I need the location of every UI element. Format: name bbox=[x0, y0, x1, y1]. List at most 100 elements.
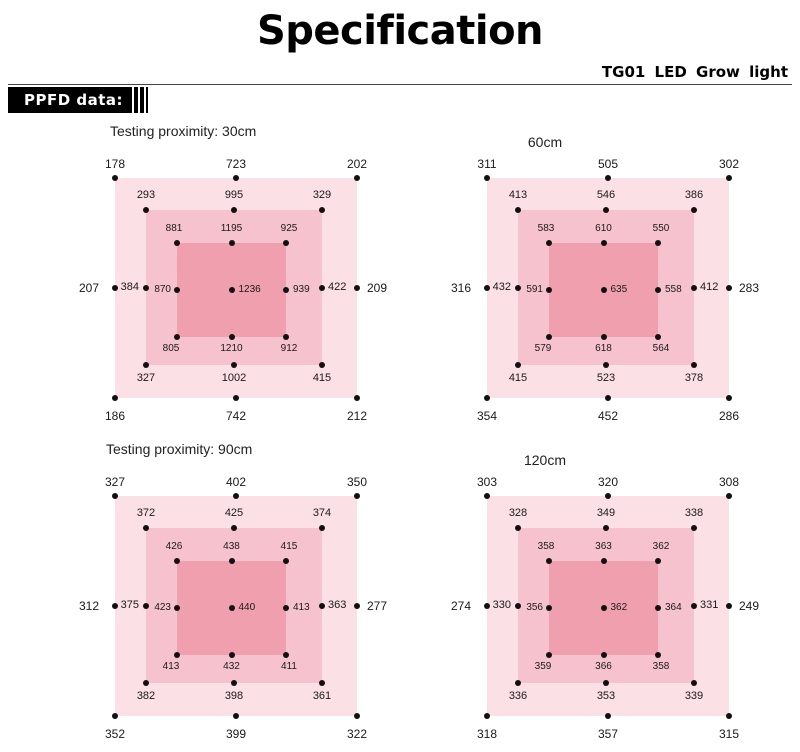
model-label: TG01 LED Grow light bbox=[601, 63, 788, 81]
ppfd-value: 338 bbox=[684, 507, 704, 519]
ppfd-value: 415 bbox=[312, 372, 332, 384]
measurement-point bbox=[484, 285, 490, 291]
ppfd-value: 425 bbox=[224, 507, 244, 519]
measurement-point bbox=[112, 493, 118, 499]
ppfd-value: 426 bbox=[165, 541, 183, 552]
measurement-point bbox=[319, 362, 325, 368]
measurement-point bbox=[546, 558, 552, 564]
ppfd-value: 635 bbox=[610, 284, 628, 295]
ppfd-value: 912 bbox=[280, 343, 298, 354]
measurement-point bbox=[112, 395, 118, 401]
ppfd-value: 186 bbox=[104, 409, 126, 423]
ppfd-value: 452 bbox=[597, 409, 619, 423]
ppfd-value: 359 bbox=[534, 661, 552, 672]
ppfd-value: 610 bbox=[595, 223, 612, 234]
ppfd-value: 384 bbox=[120, 280, 139, 293]
ppfd-value: 432 bbox=[223, 661, 240, 672]
ppfd-value: 362 bbox=[652, 541, 670, 552]
measurement-point bbox=[174, 605, 180, 611]
measurement-point bbox=[319, 525, 325, 531]
measurement-point bbox=[484, 603, 490, 609]
ppfd-value: 399 bbox=[225, 727, 247, 741]
measurement-point bbox=[174, 334, 180, 340]
measurement-point bbox=[283, 240, 289, 246]
ppfd-value: 330 bbox=[492, 598, 511, 611]
measurement-point bbox=[600, 240, 607, 246]
measurement-point bbox=[484, 713, 490, 719]
measurement-point bbox=[233, 713, 239, 719]
measurement-point bbox=[228, 334, 235, 340]
ppfd-value: 311 bbox=[477, 157, 497, 171]
ppfd-value: 274 bbox=[450, 599, 471, 613]
measurement-point bbox=[600, 558, 607, 564]
measurement-point bbox=[283, 558, 289, 564]
ppfd-value: 277 bbox=[367, 599, 388, 613]
ppfd-value: 386 bbox=[684, 189, 704, 201]
ppfd-value: 438 bbox=[223, 541, 240, 552]
ppfd-value: 1210 bbox=[220, 343, 243, 354]
ppfd-value: 415 bbox=[280, 541, 298, 552]
ppfd-value: 209 bbox=[367, 281, 388, 295]
measurement-point bbox=[655, 240, 661, 246]
ppfd-value: 349 bbox=[596, 507, 616, 519]
ppfd-value: 352 bbox=[104, 727, 126, 741]
measurement-point bbox=[726, 175, 732, 181]
section-tag-label: PPFD data: bbox=[24, 91, 124, 109]
tag-stripe bbox=[144, 87, 146, 113]
measurement-point bbox=[600, 287, 607, 293]
ppfd-value: 336 bbox=[508, 690, 528, 702]
measurement-point bbox=[354, 285, 360, 291]
measurement-point bbox=[484, 395, 490, 401]
measurement-point bbox=[354, 175, 360, 181]
measurement-point bbox=[515, 284, 521, 291]
measurement-point bbox=[515, 602, 521, 609]
measurement-point bbox=[515, 680, 521, 686]
ppfd-value: 366 bbox=[595, 661, 612, 672]
measurement-point bbox=[228, 558, 235, 564]
ppfd-value: 618 bbox=[595, 343, 612, 354]
measurement-point bbox=[603, 362, 609, 368]
measurement-point bbox=[231, 525, 237, 531]
ppfd-value: 579 bbox=[534, 343, 552, 354]
tag-stripe bbox=[138, 87, 140, 113]
ppfd-value: 327 bbox=[136, 372, 156, 384]
ppfd-value: 881 bbox=[165, 223, 183, 234]
ppfd-value: 723 bbox=[225, 157, 247, 171]
measurement-point bbox=[174, 558, 180, 564]
measurement-point bbox=[726, 603, 732, 609]
measurement-point bbox=[283, 605, 289, 611]
measurement-point bbox=[691, 602, 697, 609]
ppfd-value: 372 bbox=[136, 507, 156, 519]
ppfd-value: 286 bbox=[718, 409, 740, 423]
ppfd-value: 995 bbox=[224, 189, 244, 201]
ppfd-value: 283 bbox=[739, 281, 760, 295]
measurement-point bbox=[691, 207, 697, 213]
grid-caption: 120cm bbox=[523, 452, 567, 468]
ppfd-value: 322 bbox=[346, 727, 368, 741]
measurement-point bbox=[143, 680, 149, 686]
measurement-point bbox=[174, 287, 180, 293]
ppfd-value: 422 bbox=[328, 280, 347, 293]
ppfd-value: 178 bbox=[104, 157, 126, 171]
measurement-point bbox=[283, 652, 289, 658]
measurement-point bbox=[143, 207, 149, 213]
measurement-point bbox=[726, 493, 732, 499]
measurement-point bbox=[143, 602, 149, 609]
measurement-point bbox=[605, 175, 611, 181]
measurement-point bbox=[600, 334, 607, 340]
measurement-point bbox=[319, 680, 325, 686]
measurement-point bbox=[484, 175, 490, 181]
measurement-point bbox=[484, 493, 490, 499]
measurement-point bbox=[546, 652, 552, 658]
ppfd-value: 583 bbox=[537, 223, 555, 234]
ppfd-value: 303 bbox=[476, 475, 498, 489]
measurement-point bbox=[354, 713, 360, 719]
measurement-point bbox=[605, 493, 611, 499]
ppfd-value: 523 bbox=[596, 372, 616, 384]
ppfd-value: 328 bbox=[508, 507, 528, 519]
ppfd-value: 805 bbox=[162, 343, 180, 354]
ppfd-value: 742 bbox=[225, 409, 247, 423]
ppfd-value: 363 bbox=[328, 598, 347, 611]
measurement-point bbox=[143, 362, 149, 368]
ppfd-value: 375 bbox=[120, 598, 139, 611]
